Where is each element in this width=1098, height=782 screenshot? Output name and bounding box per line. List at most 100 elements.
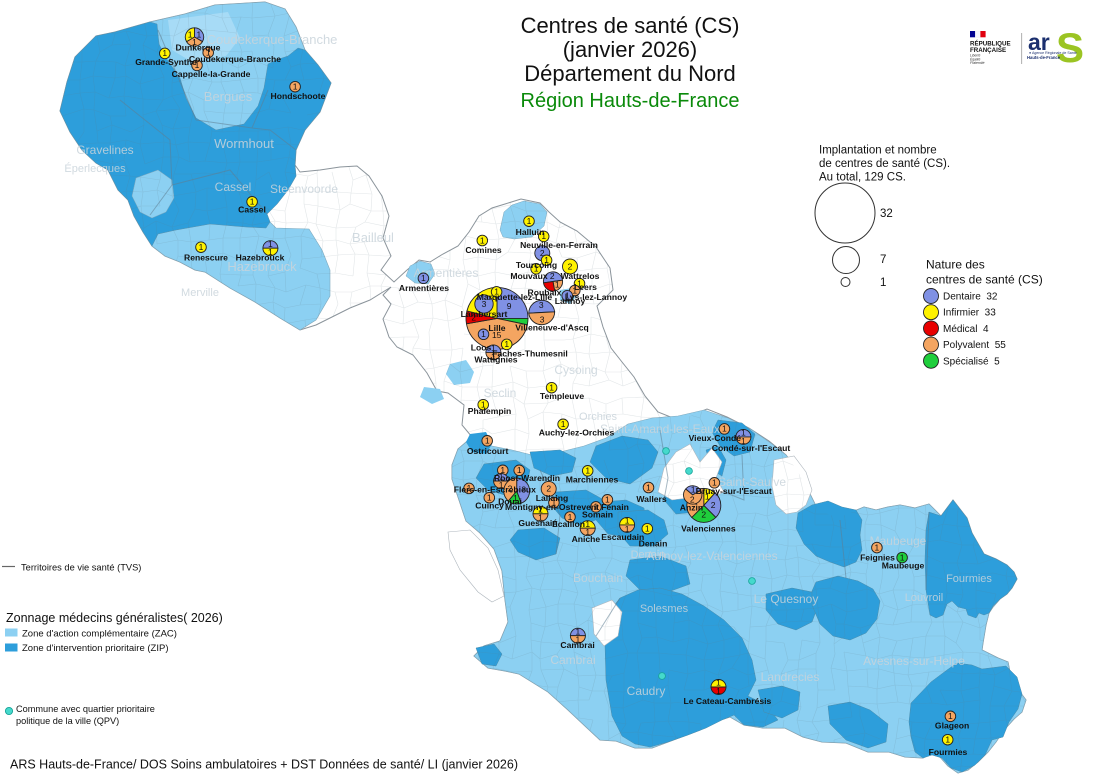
svg-text:Fenain: Fenain <box>601 502 629 512</box>
svg-text:1: 1 <box>544 255 549 265</box>
svg-text:Condé-sur-l'Escaut: Condé-sur-l'Escaut <box>712 443 791 453</box>
svg-text:1: 1 <box>565 291 570 301</box>
svg-text:Loos: Loos <box>471 343 492 353</box>
svg-text:Orchies: Orchies <box>579 411 617 423</box>
svg-text:1: 1 <box>945 735 950 745</box>
svg-text:1: 1 <box>504 339 509 349</box>
svg-text:Infirmier 33: Infirmier 33 <box>943 308 996 319</box>
svg-text:3: 3 <box>482 299 487 309</box>
svg-text:Cassel: Cassel <box>238 205 266 215</box>
svg-text:1: 1 <box>541 231 546 241</box>
svg-text:Zone d'intervention prioritair: Zone d'intervention prioritaire (ZIP) <box>22 643 169 654</box>
svg-text:Dentaire 32: Dentaire 32 <box>943 292 998 303</box>
svg-text:Hauts-de-France: Hauts-de-France <box>1027 55 1061 60</box>
svg-text:Ostricourt: Ostricourt <box>467 446 509 456</box>
svg-text:1: 1 <box>645 524 650 534</box>
svg-text:1: 1 <box>722 424 727 434</box>
svg-text:1: 1 <box>880 277 886 289</box>
svg-text:Somain: Somain <box>582 510 613 520</box>
svg-text:1: 1 <box>549 383 554 393</box>
svg-text:ARS Hauts-de-France/ DOS Soins: ARS Hauts-de-France/ DOS Soins ambulatoi… <box>10 758 518 772</box>
svg-text:Guesnain: Guesnain <box>518 518 557 528</box>
svg-text:Aulnoy-lez-Valenciennes: Aulnoy-lez-Valenciennes <box>646 549 777 563</box>
svg-text:Feignies: Feignies <box>860 553 895 563</box>
svg-text:Commune avec quartier priorita: Commune avec quartier prioritaire <box>16 704 155 714</box>
svg-text:1: 1 <box>900 552 905 562</box>
svg-text:centres de santé (CS): centres de santé (CS) <box>926 273 1043 287</box>
svg-text:RÉPUBLIQUE: RÉPUBLIQUE <box>970 40 1011 48</box>
svg-text:Wattignies: Wattignies <box>474 355 517 365</box>
svg-text:Faches-Thumesnil: Faches-Thumesnil <box>492 349 567 359</box>
svg-text:Auchy-lez-Orchies: Auchy-lez-Orchies <box>539 428 615 438</box>
svg-text:1: 1 <box>605 495 610 505</box>
svg-text:1: 1 <box>421 273 426 283</box>
svg-text:1: 1 <box>206 47 211 57</box>
svg-text:1: 1 <box>948 711 953 721</box>
svg-text:Fourmies: Fourmies <box>946 573 992 585</box>
svg-text:Comines: Comines <box>465 245 502 255</box>
svg-text:Centres de santé (CS): Centres de santé (CS) <box>521 13 740 38</box>
svg-text:Saint-Amand-les-Eaux: Saint-Amand-les-Eaux <box>600 422 720 436</box>
svg-text:1: 1 <box>188 29 193 39</box>
svg-text:Bouchain: Bouchain <box>573 571 623 585</box>
svg-text:1: 1 <box>513 493 518 503</box>
svg-text:ar: ar <box>1028 29 1050 55</box>
svg-text:Fraternité: Fraternité <box>970 61 985 65</box>
svg-text:Égalité: Égalité <box>970 56 980 61</box>
svg-text:S: S <box>1056 24 1084 71</box>
svg-text:1: 1 <box>576 635 581 645</box>
svg-text:1: 1 <box>576 626 581 636</box>
svg-text:1: 1 <box>499 472 504 482</box>
svg-text:1: 1 <box>594 502 599 512</box>
svg-text:Saint-Saulve: Saint-Saulve <box>718 475 786 489</box>
svg-text:Liberté: Liberté <box>970 54 980 58</box>
svg-text:Bailleul: Bailleul <box>352 230 394 245</box>
svg-text:2: 2 <box>471 312 476 322</box>
svg-text:15: 15 <box>492 330 502 340</box>
svg-text:Aniche: Aniche <box>572 534 601 544</box>
svg-text:Cysoing: Cysoing <box>554 363 597 377</box>
svg-text:1: 1 <box>487 493 492 503</box>
svg-text:politique de la ville (QPV): politique de la ville (QPV) <box>16 716 119 726</box>
svg-text:Montigny-en-Ostrevent: Montigny-en-Ostrevent <box>505 502 599 512</box>
svg-text:Cassel: Cassel <box>215 180 252 194</box>
svg-text:Mouvaux: Mouvaux <box>510 271 547 281</box>
svg-text:1: 1 <box>494 287 499 297</box>
svg-text:2: 2 <box>550 271 555 281</box>
svg-text:Halluin: Halluin <box>516 227 545 237</box>
svg-text:Territoires de vie santé (TVS): Territoires de vie santé (TVS) <box>21 563 141 573</box>
svg-text:1: 1 <box>561 419 566 429</box>
svg-text:Anzin: Anzin <box>680 503 703 513</box>
svg-text:7: 7 <box>880 254 886 266</box>
svg-text:Éperlecques: Éperlecques <box>64 162 126 175</box>
svg-text:Lannoy: Lannoy <box>555 296 586 306</box>
svg-text:Lallaing: Lallaing <box>536 493 568 503</box>
svg-text:1: 1 <box>625 516 630 526</box>
svg-text:Cambrai: Cambrai <box>560 640 594 650</box>
svg-text:FRANÇAISE: FRANÇAISE <box>970 47 1006 54</box>
svg-text:● Agence Régionale de Santé: ● Agence Régionale de Santé <box>1029 51 1077 55</box>
svg-text:Dunkerque: Dunkerque <box>176 43 221 53</box>
svg-text:2: 2 <box>546 484 551 494</box>
svg-text:Lambersart: Lambersart <box>461 309 508 319</box>
svg-text:2: 2 <box>508 483 513 493</box>
svg-text:Maubeuge: Maubeuge <box>870 534 927 548</box>
svg-text:1: 1 <box>577 278 582 288</box>
svg-text:Roost-Warendin: Roost-Warendin <box>494 473 560 483</box>
svg-text:1: 1 <box>467 483 472 493</box>
svg-text:Merville: Merville <box>181 287 219 299</box>
svg-text:Fourmies: Fourmies <box>929 747 968 757</box>
svg-text:Lille: Lille <box>488 323 505 333</box>
svg-text:Spécialisé 5: Spécialisé 5 <box>943 356 1000 367</box>
svg-text:1: 1 <box>517 465 522 475</box>
svg-text:Vieux-Condé: Vieux-Condé <box>689 433 742 443</box>
svg-text:1: 1 <box>572 285 577 295</box>
svg-text:Grande-Synthe: Grande-Synthe <box>135 57 197 67</box>
svg-text:Lys-lez-Lannoy: Lys-lez-Lannoy <box>565 292 627 302</box>
svg-text:Glageon: Glageon <box>935 721 969 731</box>
svg-text:Cappelle-la-Grande: Cappelle-la-Grande <box>172 69 251 79</box>
svg-text:1: 1 <box>741 428 746 438</box>
svg-text:Polyvalent 55: Polyvalent 55 <box>943 340 1006 351</box>
svg-text:Phalempin: Phalempin <box>468 406 511 416</box>
svg-text:Gravelines: Gravelines <box>76 143 133 157</box>
